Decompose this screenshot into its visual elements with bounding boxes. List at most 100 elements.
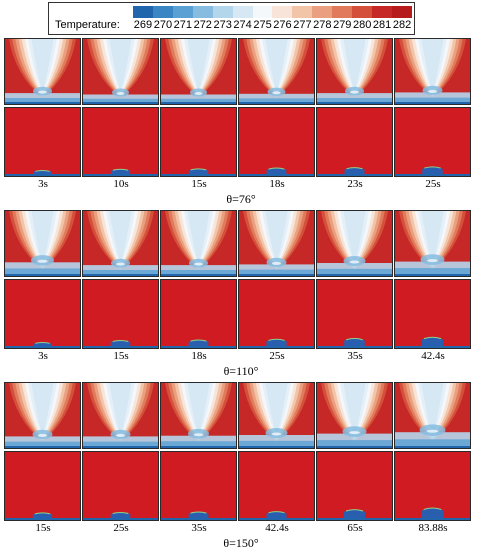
- legend-title: Temperature:: [55, 19, 120, 31]
- droplet-panel: [82, 451, 159, 521]
- temperature-row: [4, 210, 472, 277]
- droplet-row: [4, 107, 472, 177]
- temperature-contour-plot: [83, 383, 158, 448]
- temperature-contour-plot: [317, 211, 392, 276]
- time-label: 3s: [38, 350, 48, 362]
- temperature-panel: [238, 210, 315, 277]
- legend-tick-label: 269: [133, 19, 153, 31]
- legend-swatch: [192, 6, 213, 18]
- droplet-panel: [4, 451, 81, 521]
- droplet-panel: [238, 451, 315, 521]
- temperature-panel: [316, 210, 393, 277]
- droplet-panel: [394, 279, 471, 349]
- legend-tick-label: 277: [293, 19, 312, 31]
- temperature-panel: [160, 38, 237, 105]
- legend-swatch: [252, 6, 273, 18]
- droplet-panel: [316, 279, 393, 349]
- time-label: 3s: [38, 178, 48, 190]
- temperature-contour-plot: [5, 383, 80, 448]
- time-labels: 3s 15s 18s 25s 35s 42.4s: [4, 350, 472, 362]
- legend-swatch: [232, 6, 253, 18]
- droplet-panel: [394, 107, 471, 177]
- temperature-panel: [394, 38, 471, 105]
- temperature-panel: [82, 38, 159, 105]
- time-label: 23s: [347, 178, 363, 190]
- time-label: 15s: [35, 522, 51, 534]
- temperature-contour-plot: [395, 383, 470, 448]
- droplet-phase-plot: [239, 280, 314, 348]
- droplet-phase-plot: [161, 452, 236, 520]
- temperature-contour-plot: [317, 383, 392, 448]
- droplet-phase-plot: [395, 452, 470, 520]
- contact-angle-group: 15s 25s 35s 42.4s 65s 83.88s θ=150°: [4, 382, 477, 552]
- droplet-panel: [160, 279, 237, 349]
- contact-angle-label: θ=76°: [226, 192, 256, 206]
- droplet-panel: [82, 279, 159, 349]
- time-label: 18s: [269, 178, 285, 190]
- droplet-phase-plot: [239, 108, 314, 176]
- temperature-contour-plot: [239, 211, 314, 276]
- legend-swatch: [332, 6, 353, 18]
- droplet-panel: [394, 451, 471, 521]
- droplet-phase-plot: [5, 452, 80, 520]
- time-label: 65s: [347, 522, 363, 534]
- contact-angle-group: 3s 10s 15s 18s 23s 25s θ=76°: [4, 38, 477, 208]
- legend-swatch: [172, 6, 193, 18]
- droplet-panel: [316, 107, 393, 177]
- time-label: 15s: [191, 178, 207, 190]
- droplet-phase-plot: [317, 452, 392, 520]
- temperature-panel: [394, 210, 471, 277]
- legend-tick-label: 279: [333, 19, 352, 31]
- time-label: 35s: [347, 350, 363, 362]
- time-label: 83.88s: [418, 522, 448, 534]
- droplet-panel: [82, 107, 159, 177]
- droplet-panel: [316, 451, 393, 521]
- legend-tick-label: 273: [213, 19, 232, 31]
- temperature-legend: Temperature: 269 270 271 272 273 274 275 276 277…: [48, 2, 415, 35]
- temperature-contour-plot: [83, 39, 158, 104]
- temperature-contour-plot: [239, 39, 314, 104]
- droplet-row: [4, 451, 472, 521]
- time-label: 42.4s: [265, 522, 289, 534]
- temperature-panel: [4, 38, 81, 105]
- temperature-contour-plot: [239, 383, 314, 448]
- droplet-panel: [160, 451, 237, 521]
- time-label: 35s: [191, 522, 207, 534]
- legend-swatch: [372, 6, 392, 18]
- temperature-panel: [316, 382, 393, 449]
- temperature-contour-plot: [317, 39, 392, 104]
- droplet-panel: [238, 107, 315, 177]
- time-labels: 15s 25s 35s 42.4s 65s 83.88s: [4, 522, 472, 534]
- legend-swatch: [212, 6, 233, 18]
- time-label: 18s: [191, 350, 207, 362]
- time-label: 10s: [113, 178, 129, 190]
- temperature-row: [4, 38, 472, 105]
- time-label: 25s: [425, 178, 441, 190]
- droplet-phase-plot: [395, 280, 470, 348]
- temperature-panel: [4, 382, 81, 449]
- legend-tick-label: 270: [153, 19, 173, 31]
- legend-tick-label: 281: [372, 19, 392, 31]
- temperature-panel: [394, 382, 471, 449]
- droplet-panel: [4, 107, 81, 177]
- legend-swatch: [352, 6, 373, 18]
- temperature-panel: [316, 38, 393, 105]
- droplet-phase-plot: [5, 280, 80, 348]
- time-labels: 3s 10s 15s 18s 23s 25s: [4, 178, 472, 190]
- temperature-panel: [160, 210, 237, 277]
- temperature-contour-plot: [395, 211, 470, 276]
- droplet-phase-plot: [83, 280, 158, 348]
- legend-swatch: [312, 6, 333, 18]
- temperature-contour-plot: [161, 383, 236, 448]
- temperature-panel: [82, 210, 159, 277]
- droplet-phase-plot: [83, 108, 158, 176]
- legend-swatch: [292, 6, 313, 18]
- temperature-contour-plot: [161, 39, 236, 104]
- temperature-panel: [160, 382, 237, 449]
- droplet-phase-plot: [5, 108, 80, 176]
- droplet-panel: [4, 279, 81, 349]
- time-label: 42.4s: [421, 350, 445, 362]
- legend-tick-label: 278: [313, 19, 332, 31]
- legend-tick-label: 276: [273, 19, 292, 31]
- droplet-phase-plot: [395, 108, 470, 176]
